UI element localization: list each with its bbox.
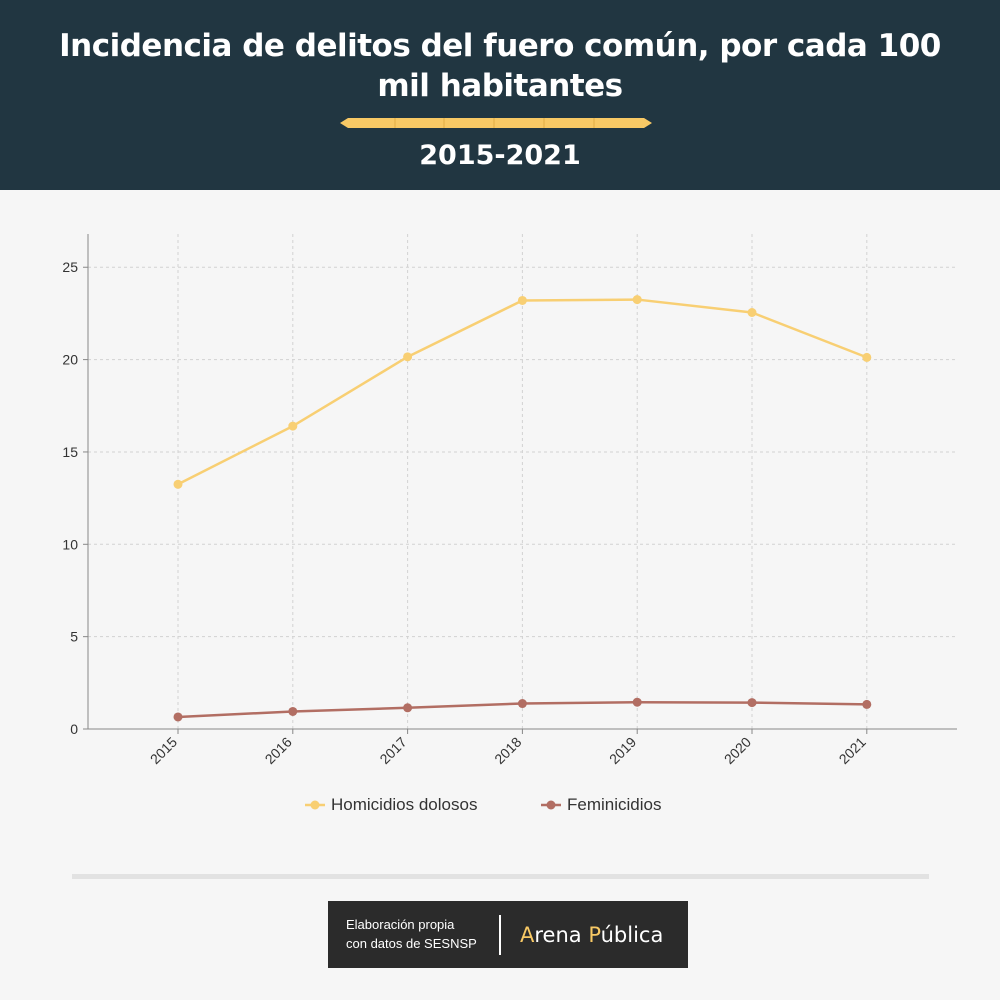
data-point-homicidios-2021[interactable] (862, 352, 872, 362)
data-point-feminicidios-2019[interactable] (632, 697, 642, 707)
label-layer: 0 5 10 15 20 25 2015 2016 2017 2018 2019 2020 2021 (62, 259, 869, 767)
pencil-divider-icon (340, 118, 652, 128)
data-point-homicidios-2016[interactable] (288, 421, 298, 431)
chart-subtitle: 2015-2021 (419, 140, 581, 171)
data-point-feminicidios-2016[interactable] (288, 706, 298, 716)
ytick-label-3: 15 (62, 444, 78, 460)
credit-separator (499, 915, 501, 955)
data-point-homicidios-2015[interactable] (173, 479, 183, 489)
legend-marker-feminicidios-icon (541, 800, 561, 810)
xtick-label-1: 2016 (262, 734, 295, 767)
legend-item-feminicidios[interactable]: Feminicidios (541, 795, 661, 815)
data-point-feminicidios-2017[interactable] (403, 703, 413, 713)
data-point-feminicidios-2020[interactable] (747, 698, 757, 708)
data-point-homicidios-2018[interactable] (517, 295, 527, 305)
xtick-label-5: 2020 (721, 734, 754, 767)
xtick-label-3: 2018 (491, 734, 524, 767)
footer-divider (72, 874, 929, 879)
brand-rest-1: rena (534, 923, 589, 947)
axis-layer (83, 234, 957, 734)
ytick-label-2: 10 (62, 536, 78, 552)
data-point-homicidios-2019[interactable] (632, 295, 642, 305)
legend-marker-homicidios-icon (305, 800, 325, 810)
brand-initial-p: P (588, 923, 601, 947)
series-layer (173, 295, 872, 722)
ytick-label-1: 5 (70, 629, 78, 645)
credit-line-2: con datos de SESNSP (346, 936, 477, 951)
ytick-label-0: 0 (70, 721, 78, 737)
legend-item-homicidios[interactable]: Homicidios dolosos (305, 795, 477, 815)
chart-title: Incidencia de delitos del fuero común, p… (59, 28, 941, 104)
brand-rest-2: ública (600, 923, 664, 947)
credit-box: Elaboración propia con datos de SESNSP A… (328, 901, 688, 968)
data-point-homicidios-2020[interactable] (747, 307, 757, 317)
line-chart: 0 5 10 15 20 25 2015 2016 2017 2018 2019 2020 2021 (62, 234, 957, 767)
data-point-homicidios-2017[interactable] (403, 352, 413, 362)
xtick-label-6: 2021 (836, 734, 869, 767)
xtick-label-2: 2017 (376, 734, 409, 767)
brand-logo: Arena Pública (520, 921, 663, 949)
xtick-label-0: 2015 (147, 734, 180, 767)
brand-initial-a: A (520, 923, 535, 947)
xtick-label-4: 2019 (606, 734, 639, 767)
header-banner: Incidencia de delitos del fuero común, p… (0, 0, 1000, 190)
credit-text: Elaboración propia con datos de SESNSP (346, 915, 506, 953)
data-point-feminicidios-2018[interactable] (517, 699, 527, 709)
data-point-feminicidios-2021[interactable] (862, 699, 872, 709)
ytick-label-4: 20 (62, 352, 78, 368)
legend: Homicidios dolosos Feminicidios (0, 795, 1000, 819)
credit-line-1: Elaboración propia (346, 917, 455, 932)
data-point-feminicidios-2015[interactable] (173, 712, 183, 722)
grid-layer (88, 234, 957, 729)
legend-label-feminicidios: Feminicidios (567, 795, 662, 814)
ytick-label-5: 25 (62, 259, 78, 275)
legend-label-homicidios: Homicidios dolosos (331, 795, 478, 814)
